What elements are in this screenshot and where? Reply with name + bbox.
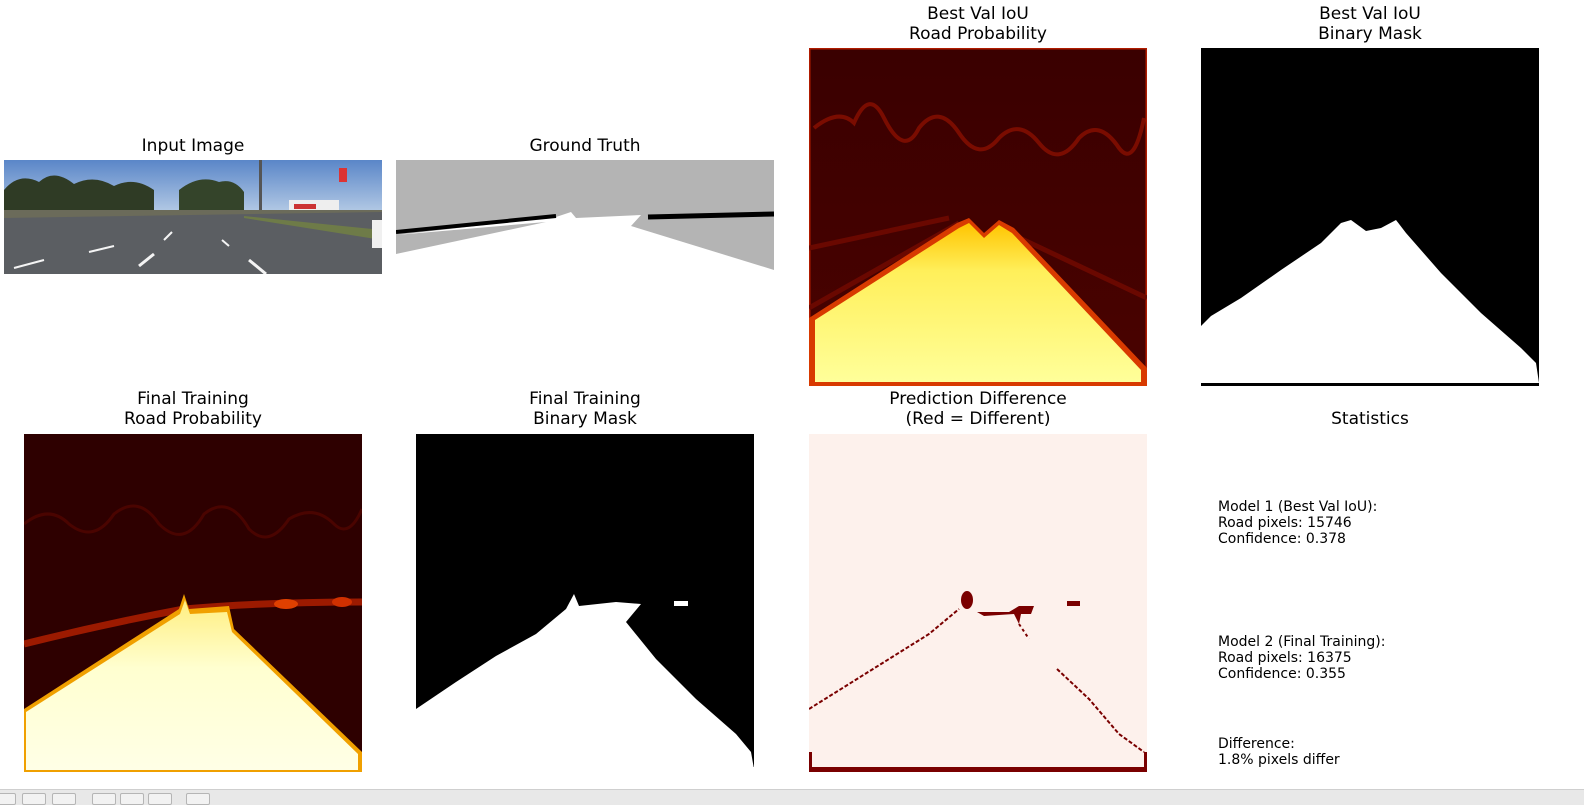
final-mask-title: Final Training Binary Mask xyxy=(529,389,641,429)
final-prob-heatmap xyxy=(24,434,362,772)
ground-truth-panel xyxy=(396,160,774,274)
home-icon[interactable] xyxy=(0,793,16,805)
final-mask-panel xyxy=(416,434,754,772)
zoom-icon[interactable] xyxy=(120,793,144,805)
stats-difference: Difference: 1.8% pixels differ xyxy=(1218,736,1340,768)
stats-model2: Model 2 (Final Training): Road pixels: 1… xyxy=(1218,634,1386,682)
pan-icon[interactable] xyxy=(92,793,116,805)
prediction-difference-map xyxy=(809,434,1147,772)
pred-diff-panel xyxy=(809,434,1147,772)
best-val-prob-panel xyxy=(809,48,1147,386)
best-val-binary-mask xyxy=(1201,48,1539,386)
best-val-prob-title: Best Val IoU Road Probability xyxy=(909,4,1047,44)
stats-model1: Model 1 (Best Val IoU): Road pixels: 157… xyxy=(1218,499,1378,547)
best-val-mask-title: Best Val IoU Binary Mask xyxy=(1318,4,1422,44)
final-prob-title: Final Training Road Probability xyxy=(124,389,262,429)
configure-icon[interactable] xyxy=(148,793,172,805)
figure-toolbar xyxy=(0,789,1584,805)
ground-truth-title: Ground Truth xyxy=(529,136,641,156)
best-val-mask-panel xyxy=(1201,48,1539,386)
statistics-title: Statistics xyxy=(1331,409,1409,429)
final-binary-mask xyxy=(416,434,754,772)
input-image-title: Input Image xyxy=(141,136,245,156)
input-image-panel xyxy=(4,160,382,274)
best-val-prob-heatmap xyxy=(809,48,1147,386)
forward-icon[interactable] xyxy=(52,793,76,805)
final-prob-panel xyxy=(24,434,362,772)
back-icon[interactable] xyxy=(22,793,46,805)
street-scene-image xyxy=(4,160,382,274)
save-icon[interactable] xyxy=(186,793,210,805)
pred-diff-title: Prediction Difference (Red = Different) xyxy=(889,389,1067,429)
ground-truth-mask xyxy=(396,160,774,274)
